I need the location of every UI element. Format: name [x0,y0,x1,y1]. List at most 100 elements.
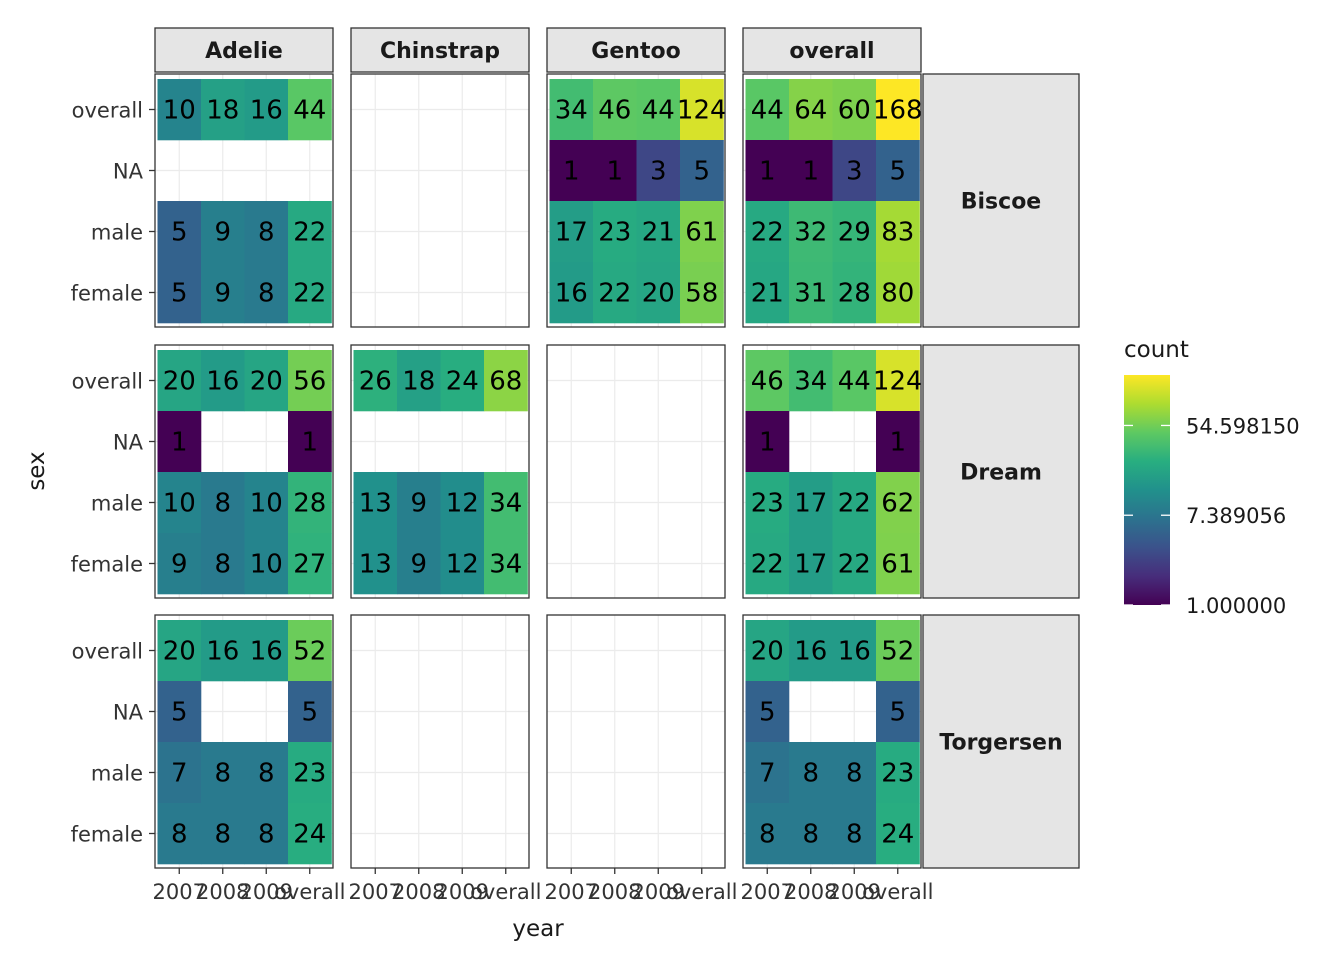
cell-value-label: 12 [446,550,479,580]
panel-dream-chinstrap: 26 18 24 68 13 9 12 34 13 9 12 34 [350,344,530,599]
cell-value-label: 8 [258,279,275,309]
heatmap-cell [636,79,681,141]
cell-value-label: 52 [293,637,326,667]
cell-value-label: 3 [650,157,667,187]
cell-value-label: 5 [171,279,188,309]
cell-value-label: 22 [293,279,326,309]
cell-value-label: 20 [163,637,196,667]
heatmap-cell [876,681,920,743]
cell-value-label: 22 [751,218,784,248]
heatmap-cell [680,201,724,263]
heatmap-cell [397,350,441,412]
panel-border [546,73,726,328]
panel-biscoe-chinstrap [350,73,530,328]
cell-value-label: 68 [489,367,522,397]
heatmap-cell [201,201,245,263]
cell-value-label: 23 [751,489,784,519]
cell-value-label: 34 [489,489,522,519]
cell-value-label: 13 [359,550,392,580]
cell-value-label: 8 [258,759,275,789]
cell-value-label: 168 [873,96,923,126]
y-tick-label: overall [72,640,143,664]
panel-torgersen-gentoo [546,614,726,869]
x-tick-label: 2007 [349,880,402,904]
cell-value-label: 34 [794,367,827,397]
heatmap-cell [244,262,289,324]
y-tick-label: female [71,282,143,306]
cell-value-label: 61 [881,550,914,580]
heatmap-cell [636,201,681,263]
cell-value-label: 16 [250,637,283,667]
heatmap-cell [745,803,790,865]
heatmap-cell [244,201,289,263]
y-axis-title: sex [24,451,50,490]
heatmap-cell [201,742,245,804]
cell-value-label: 5 [759,698,776,728]
cell-value-label: 10 [250,550,283,580]
heatmap-cell [244,803,289,865]
row-strip [922,614,1080,869]
panel-dream-overall: 46 34 44 124 1 1 23 17 22 62 22 17 22 61 [742,344,923,599]
row-strip [922,344,1080,599]
cell-value-label: 8 [846,759,863,789]
x-axis-title: year [512,916,564,942]
cell-value-label: 23 [598,218,631,248]
heatmap-cell [832,140,877,202]
heatmap-cell [440,472,485,534]
legend-title: count [1124,337,1189,363]
cell-value-label: 8 [258,218,275,248]
heatmap-cell [157,411,202,473]
heatmap-cell [288,681,332,743]
panel-dream-gentoo [546,344,726,599]
heatmap-cell [288,472,332,534]
heatmap-cell [157,472,202,534]
cell-value-label: 27 [293,550,326,580]
heatmap-cell [789,803,833,865]
heatmap-cell [157,79,202,141]
cell-value-label: 31 [794,279,827,309]
cell-value-label: 9 [214,279,231,309]
heatmap-cell [832,79,877,141]
heatmap-cell [157,803,202,865]
legend-label: 7.389056 [1186,504,1286,528]
x-tick-label: 2009 [436,880,489,904]
heatmap-cell [397,472,441,534]
cell-value-label: 8 [214,489,231,519]
cell-value-label: 62 [881,489,914,519]
panel-torgersen-chinstrap [350,614,530,869]
heatmap-cell [832,620,877,682]
heatmap-cell [745,201,790,263]
heatmap-cell [549,79,594,141]
y-tick-label: female [71,553,143,577]
cell-value-label: 10 [250,489,283,519]
cell-value-label: 32 [794,218,827,248]
row-strip-label: Biscoe [961,190,1041,215]
heatmap-cell [876,140,920,202]
cell-value-label: 7 [171,759,188,789]
heatmap-cell [789,262,833,324]
heatmap-cell [745,620,790,682]
cell-value-label: 8 [802,759,819,789]
y-tick-label: NA [113,431,144,455]
heatmap-cell [789,140,833,202]
cell-value-label: 10 [163,489,196,519]
heatmap-cell [288,262,332,324]
heatmap-cell [288,411,332,473]
heatmap-cell [353,350,398,412]
panel-border [350,344,530,599]
x-tick-label: 2008 [784,880,837,904]
y-tick-label: overall [72,99,143,123]
cell-value-label: 24 [293,820,326,850]
heatmap-cell [680,79,724,141]
cell-value-label: 34 [489,550,522,580]
cell-value-label: 34 [555,96,588,126]
panel-dream-adelie: 20 16 20 561 110 8 10 289 8 10 27 [154,344,334,599]
heatmap-cell [876,533,920,595]
x-tick-label: 2008 [196,880,249,904]
x-tick-label: 2008 [588,880,641,904]
cell-value-label: 46 [751,367,784,397]
heatmap-cell [876,742,920,804]
heatmap-cell [876,350,920,412]
